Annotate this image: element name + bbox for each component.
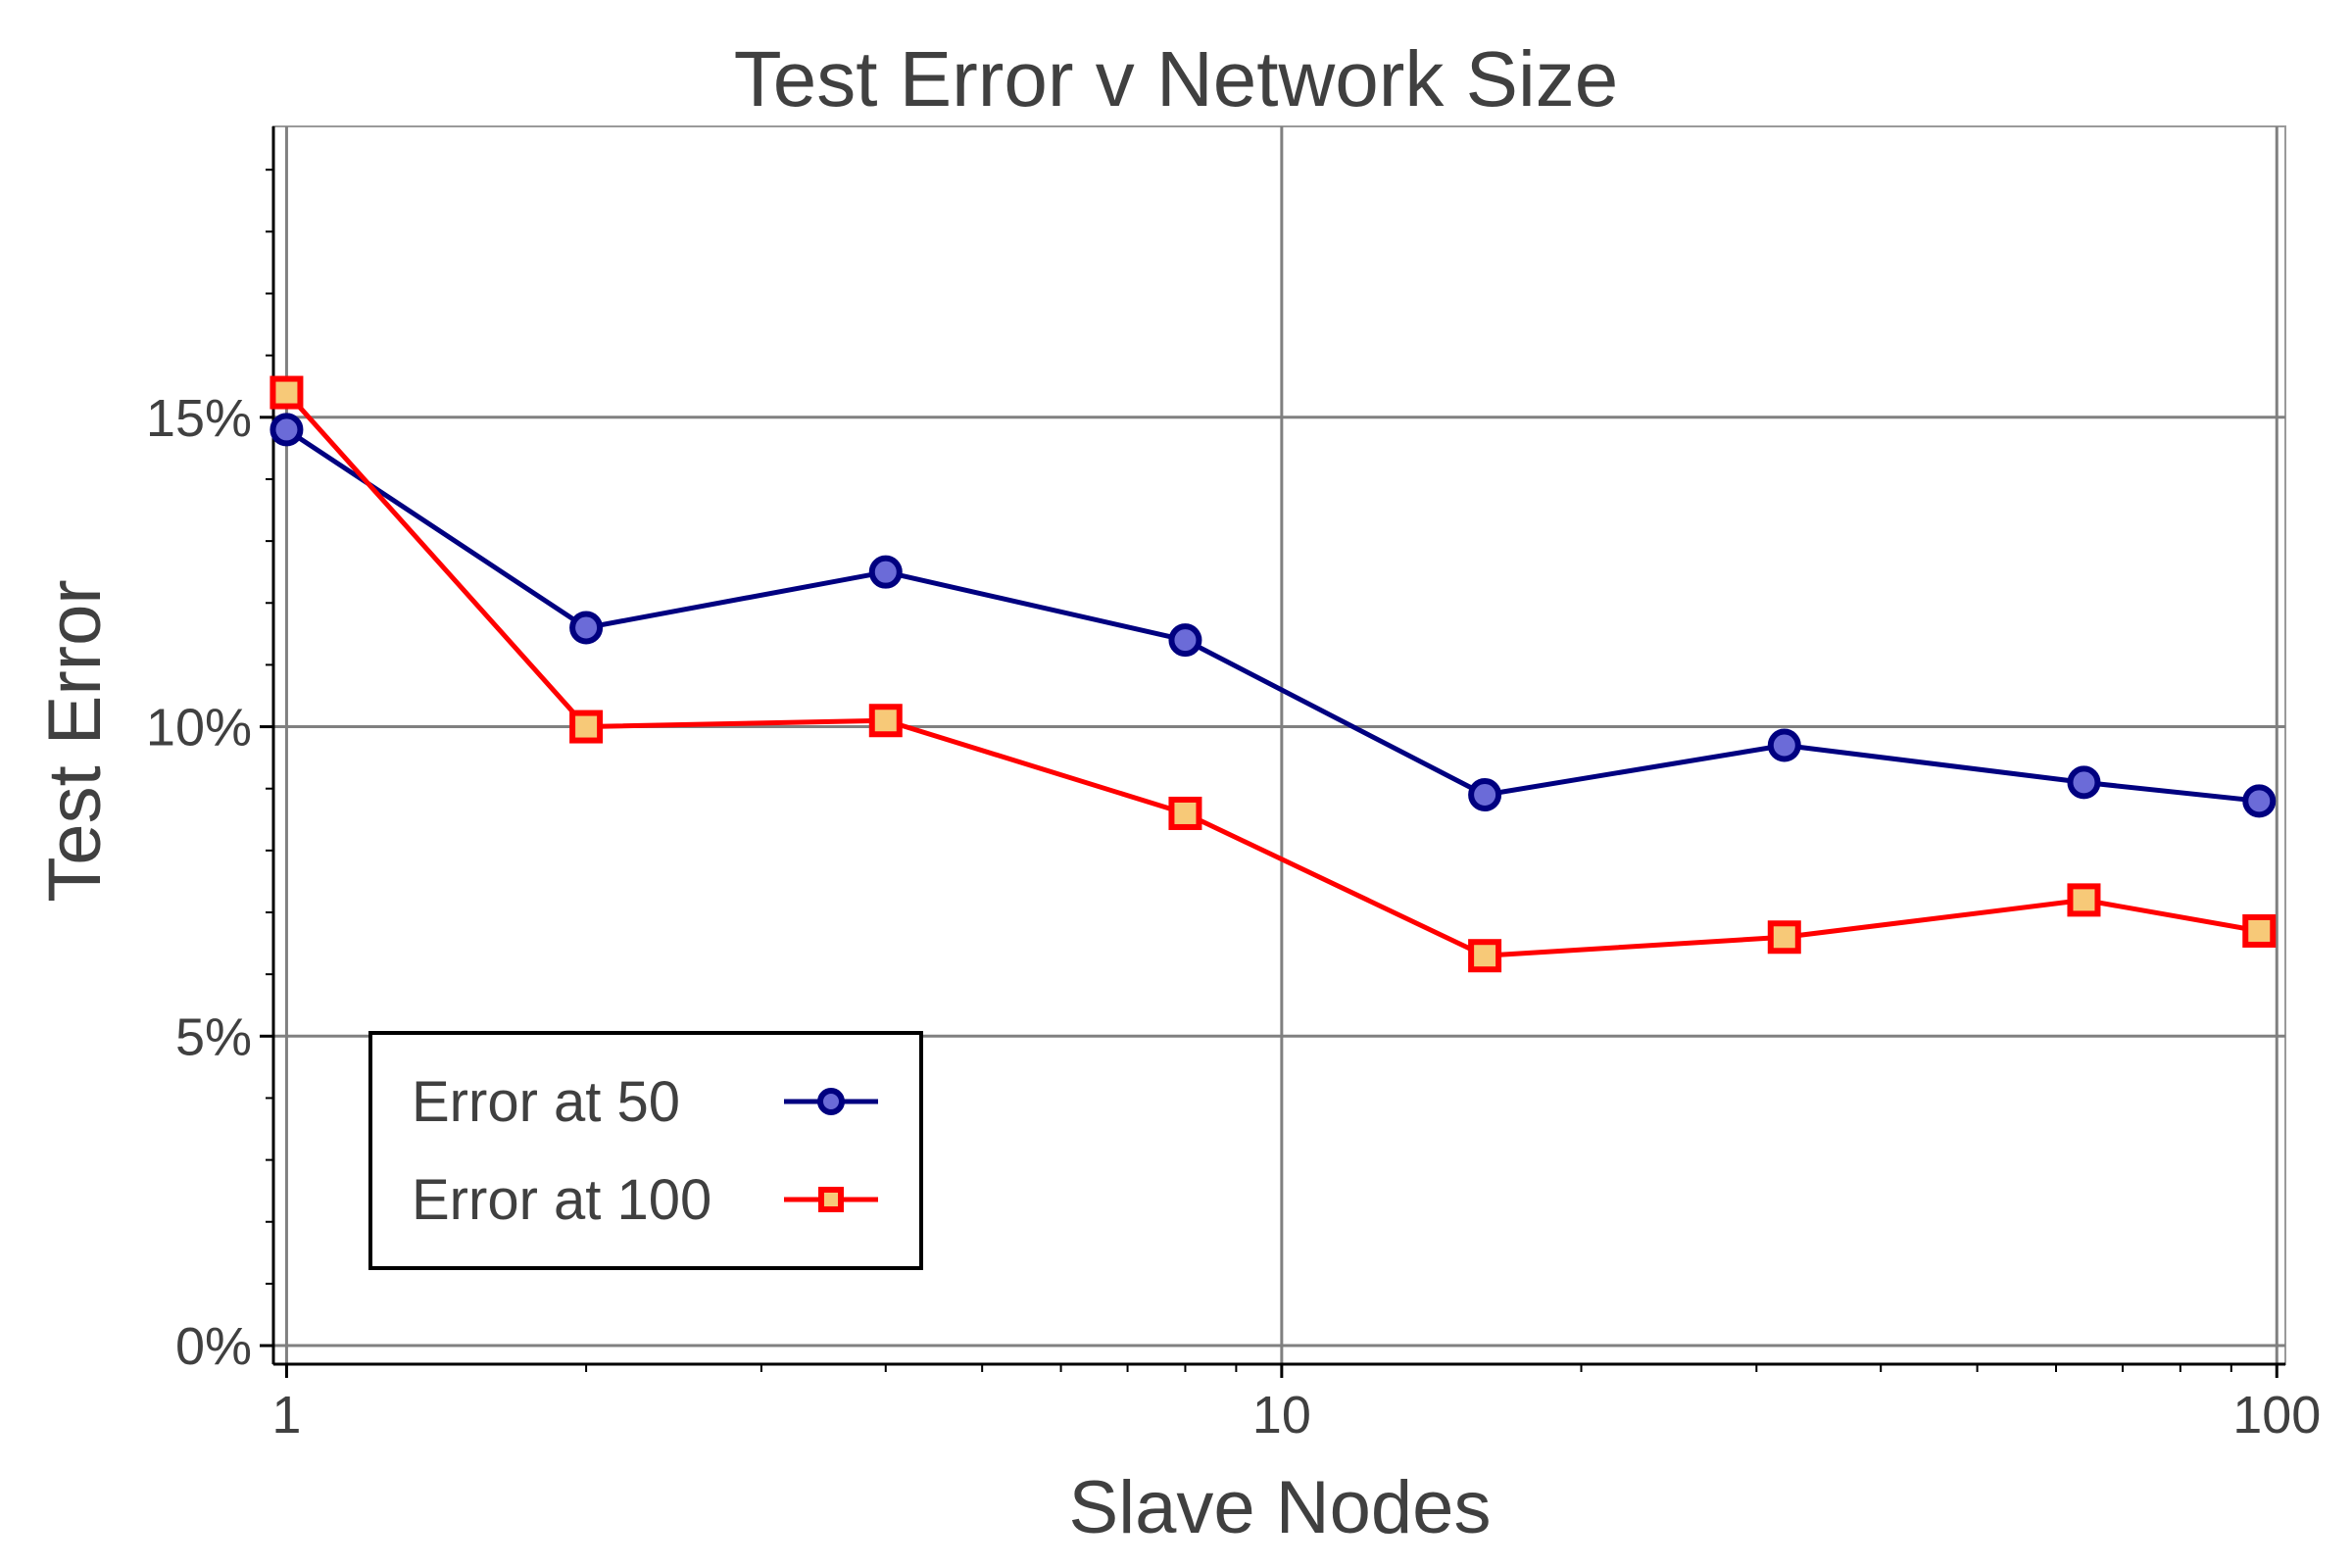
data-point-error-at-50: [1468, 778, 1502, 812]
data-point-error-at-100: [1468, 939, 1502, 973]
legend-box: [368, 1031, 923, 1270]
legend-marker-error-at-100: [818, 1187, 844, 1212]
data-point-error-at-50: [270, 413, 304, 447]
data-point-error-at-100: [2242, 913, 2277, 948]
data-point-error-at-50: [2242, 784, 2277, 818]
chart-title: Test Error v Network Size: [734, 35, 1618, 122]
legend-label-error-at-50: Error at 50: [412, 1070, 680, 1134]
series-line-error-at-100: [284, 390, 2260, 958]
x-axis-label: Slave Nodes: [1069, 1466, 1492, 1549]
axes: 0% 5% 10% 15% 1 10 100: [146, 126, 2321, 1445]
x-tick-label: 100: [2232, 1386, 2321, 1445]
data-point-error-at-100: [1168, 796, 1202, 830]
series-layer: [270, 375, 2277, 973]
data-point-error-at-100: [1767, 920, 1801, 955]
legend-marker-error-at-50: [817, 1088, 845, 1115]
series-line-error-at-50: [285, 427, 2260, 804]
plot-area: 0% 5% 10% 15% 1 10 100: [146, 125, 2321, 1445]
legend: Error at 50 Error at 100: [368, 1031, 923, 1270]
legend-label-error-at-100: Error at 100: [412, 1168, 711, 1232]
y-tick-label: 10%: [146, 699, 252, 758]
x-tick-label: 1: [271, 1386, 301, 1445]
y-axis-label: Test Error: [33, 579, 117, 902]
data-point-error-at-50: [569, 611, 604, 645]
series-error-at-100: [270, 375, 2277, 973]
data-point-error-at-50: [1168, 623, 1202, 658]
data-point-error-at-50: [868, 555, 903, 589]
y-tick-label: 5%: [175, 1007, 252, 1066]
x-tick-label: 10: [1252, 1386, 1311, 1445]
y-tick-label: 15%: [146, 389, 252, 448]
y-tick-label: 0%: [175, 1317, 252, 1376]
data-point-error-at-100: [868, 704, 903, 738]
data-point-error-at-50: [2067, 765, 2101, 800]
series-error-at-50: [270, 413, 2277, 818]
data-point-error-at-100: [270, 375, 304, 410]
data-point-error-at-100: [2067, 883, 2101, 917]
data-point-error-at-50: [1767, 728, 1801, 762]
data-point-error-at-100: [569, 710, 604, 744]
